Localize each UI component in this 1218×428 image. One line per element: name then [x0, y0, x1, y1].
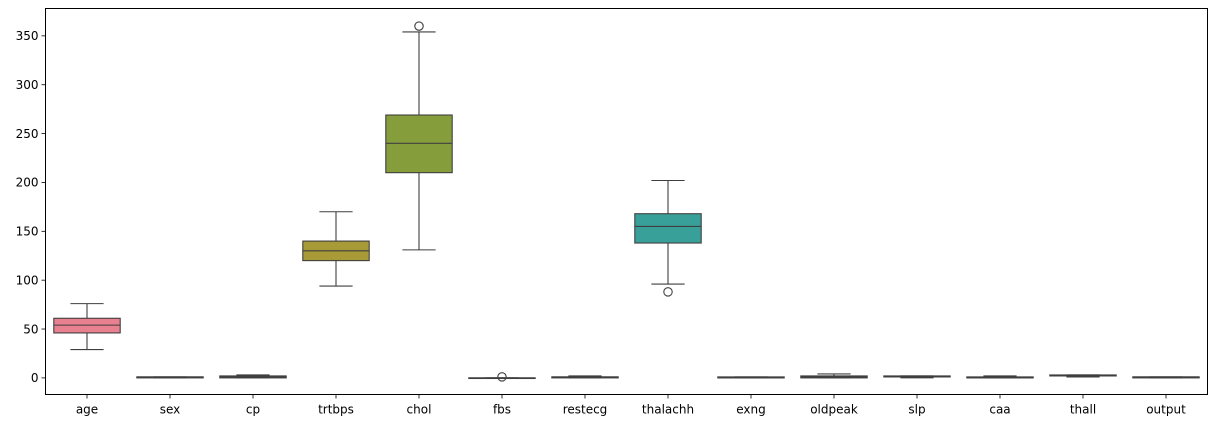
y-tick-label: 350	[16, 29, 39, 43]
outlier-point	[497, 372, 507, 382]
boxes-layer	[53, 21, 1200, 382]
outlier-point	[414, 21, 424, 31]
x-tick-label: thalachh	[642, 403, 694, 417]
y-tick-label: 200	[16, 176, 39, 190]
box-caa	[966, 375, 1034, 379]
box-thalachh	[634, 179, 702, 297]
y-tick-label: 100	[16, 273, 39, 287]
x-tick-label: oldpeak	[810, 403, 858, 417]
y-tick-label: 150	[16, 225, 39, 239]
x-tick-label: slp	[908, 403, 925, 417]
x-tick-label: fbs	[493, 403, 511, 417]
x-tick-label: output	[1146, 403, 1186, 417]
y-tick-label: 50	[23, 322, 38, 336]
y-tick-label: 0	[31, 371, 39, 385]
x-axis: age sex cp trtbps chol fbs restecg thalachh exng…	[76, 394, 1186, 417]
x-tick-label: thall	[1070, 403, 1096, 417]
y-axis: 0 50 100 150 200 250 300 350	[16, 29, 46, 385]
y-tick-label: 250	[16, 127, 39, 141]
x-tick-label: cp	[246, 403, 260, 417]
box-output	[1132, 376, 1200, 379]
x-tick-label: restecg	[563, 403, 608, 417]
box-slp	[883, 375, 951, 379]
outlier-point	[663, 287, 673, 297]
box-sex	[136, 376, 204, 379]
x-tick-label: caa	[989, 403, 1010, 417]
x-tick-label: age	[76, 403, 98, 417]
box-thall	[1049, 374, 1117, 378]
box-chol	[385, 21, 453, 251]
x-tick-label: sex	[160, 403, 181, 417]
x-tick-label: exng	[736, 403, 766, 417]
box-age	[53, 303, 121, 351]
box-cp	[219, 374, 287, 379]
box-fbs	[468, 372, 536, 382]
box-restecg	[551, 375, 619, 379]
box-trtbps	[302, 211, 370, 287]
box-exng	[717, 376, 785, 379]
plot-frame	[45, 8, 1208, 395]
x-tick-label: trtbps	[318, 403, 354, 417]
box-oldpeak	[800, 373, 868, 379]
box-body	[634, 213, 702, 244]
x-tick-label: chol	[407, 403, 432, 417]
y-tick-label: 300	[16, 78, 39, 92]
